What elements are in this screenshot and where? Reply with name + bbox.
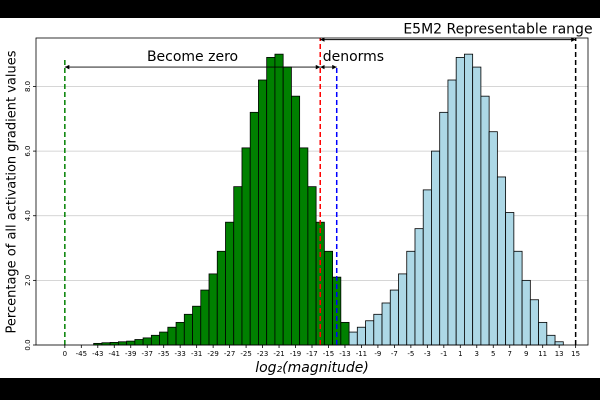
x-tick-label: -9 xyxy=(374,350,381,358)
y-axis-label: Percentage of all activation gradient va… xyxy=(5,50,20,333)
bar xyxy=(398,273,408,346)
annotation-label: Become zero xyxy=(147,49,238,65)
bar xyxy=(299,147,309,346)
bar xyxy=(389,289,399,346)
x-tick-label: 13 xyxy=(555,350,564,358)
x-tick-label: -5 xyxy=(407,350,414,358)
bar xyxy=(422,189,432,346)
bar xyxy=(266,56,276,346)
x-tick-label: -15 xyxy=(323,350,334,358)
x-axis-label: log₂(magnitude) xyxy=(255,360,369,376)
bar xyxy=(225,221,235,346)
bar xyxy=(554,341,564,346)
bar xyxy=(406,250,416,346)
x-tick-label: 9 xyxy=(524,350,528,358)
x-tick-label: -3 xyxy=(424,350,431,358)
x-tick-label: 1 xyxy=(458,350,462,358)
bar xyxy=(488,131,498,346)
x-tick-label: -23 xyxy=(257,350,268,358)
bar xyxy=(117,341,128,346)
y-tick-label: 4.0 xyxy=(24,210,32,221)
x-tick-label: 0 xyxy=(63,350,67,358)
bar xyxy=(455,56,465,346)
bar xyxy=(134,339,144,346)
x-tick-label: 3 xyxy=(475,350,479,358)
x-tick-label: -33 xyxy=(174,350,185,358)
bar xyxy=(200,289,210,346)
x-tick-label: -41 xyxy=(109,350,120,358)
bar xyxy=(447,79,457,346)
x-tick-label: -17 xyxy=(306,350,317,358)
bar xyxy=(307,186,317,346)
bar xyxy=(414,228,424,346)
bar xyxy=(431,150,441,346)
x-tick-label: -39 xyxy=(125,350,136,358)
x-tick-label: -27 xyxy=(224,350,235,358)
x-tick-label: -21 xyxy=(273,350,284,358)
bar xyxy=(216,250,226,346)
bar xyxy=(546,334,556,346)
bar xyxy=(472,66,482,346)
y-tick-label: 6.0 xyxy=(24,146,32,157)
bar xyxy=(356,326,366,346)
bar xyxy=(183,313,193,346)
bar xyxy=(348,331,358,346)
y-tick-label: 0.0 xyxy=(24,339,32,350)
x-tick-label: -37 xyxy=(142,350,153,358)
bar xyxy=(538,321,548,346)
x-tick-label: -19 xyxy=(290,350,301,358)
x-tick-label: 15 xyxy=(571,350,580,358)
bar xyxy=(175,321,185,346)
x-tick-label: -7 xyxy=(391,350,398,358)
x-tick-label: -31 xyxy=(191,350,202,358)
bar xyxy=(496,176,507,346)
y-tick-label: 8.0 xyxy=(24,81,32,92)
bar xyxy=(505,212,515,346)
bar xyxy=(258,79,268,346)
x-tick-label: -45 xyxy=(76,350,87,358)
bar xyxy=(521,279,531,346)
x-tick-label: -1 xyxy=(440,350,447,358)
x-tick-label: -35 xyxy=(158,350,169,358)
annotation-label: E5M2 Representable range xyxy=(403,22,592,38)
x-tick-label: -25 xyxy=(240,350,251,358)
bar xyxy=(381,302,391,346)
bar xyxy=(291,95,301,346)
bar xyxy=(241,147,251,346)
y-tick-label: 2.0 xyxy=(24,275,32,286)
bar xyxy=(439,111,449,346)
bar xyxy=(150,334,160,346)
bar xyxy=(513,250,523,346)
bar xyxy=(233,186,243,346)
bar xyxy=(159,331,169,346)
bar xyxy=(249,111,259,346)
bar xyxy=(208,273,218,346)
x-tick-label: -11 xyxy=(356,350,367,358)
x-tick-label: 5 xyxy=(491,350,495,358)
bar xyxy=(323,250,333,346)
bar xyxy=(480,95,490,346)
bar xyxy=(126,340,136,346)
bar xyxy=(365,320,375,346)
bar xyxy=(340,321,350,346)
bar xyxy=(274,53,284,346)
bar xyxy=(529,299,539,346)
bar xyxy=(167,326,177,346)
plot-frame xyxy=(35,37,589,346)
annotation-label: denorms xyxy=(323,49,384,65)
x-tick-label: -29 xyxy=(207,350,218,358)
bar xyxy=(373,313,383,346)
bar xyxy=(192,305,202,346)
x-tick-label: -43 xyxy=(92,350,103,358)
bar xyxy=(464,53,474,346)
x-tick-label: 11 xyxy=(538,350,547,358)
bar xyxy=(142,337,152,346)
x-tick-label: 7 xyxy=(507,350,511,358)
bar xyxy=(282,66,292,346)
x-tick-label: -13 xyxy=(339,350,350,358)
